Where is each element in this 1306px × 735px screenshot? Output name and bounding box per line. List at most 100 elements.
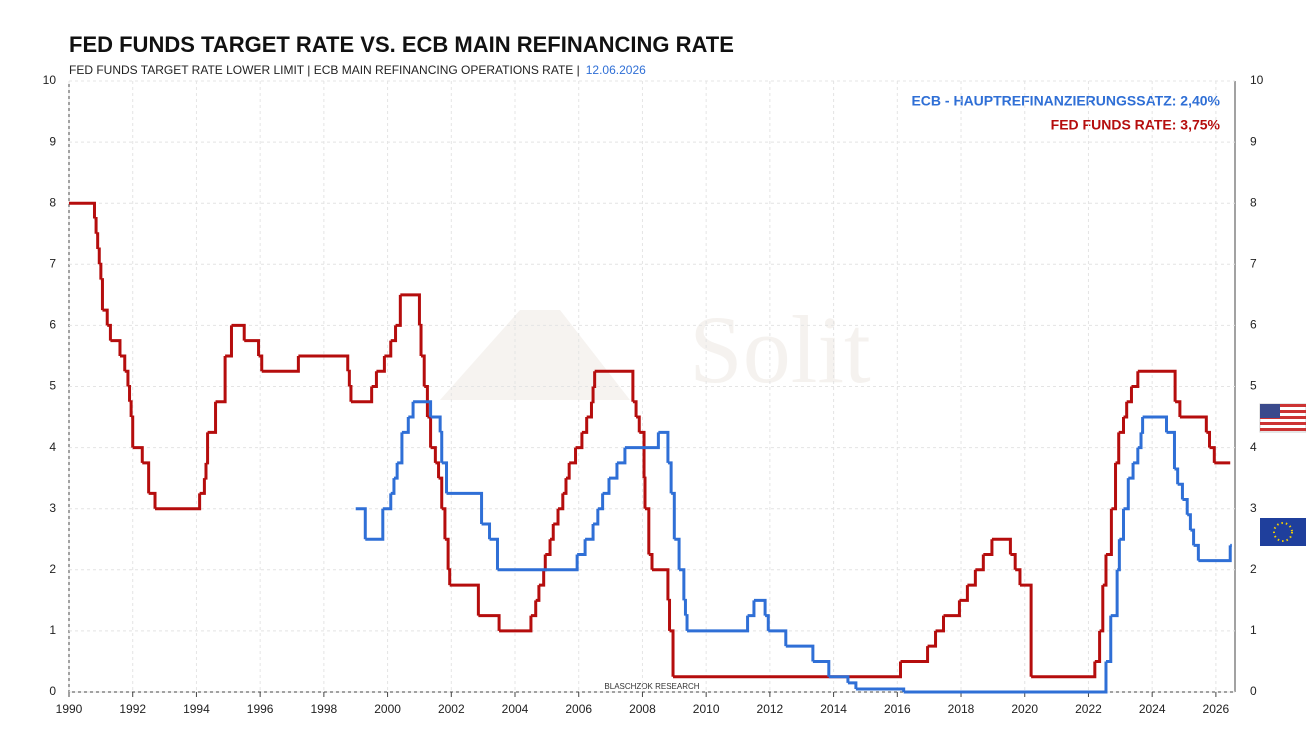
watermark-text: Solit xyxy=(689,296,871,403)
step-segment xyxy=(107,323,112,341)
step-segment xyxy=(94,216,98,234)
step-segment xyxy=(1137,432,1143,450)
step-segment xyxy=(1142,415,1169,433)
step-segment xyxy=(1137,369,1177,402)
step-segment xyxy=(975,554,985,572)
step-segment xyxy=(96,232,100,250)
annotation: ECB - HAUPTREFINANZIERUNGSSATZ: 2,40% xyxy=(911,93,1220,109)
series xyxy=(355,400,1232,694)
step-segment xyxy=(441,461,449,494)
step-segment xyxy=(481,522,492,540)
step-segment xyxy=(244,339,261,356)
step-segment xyxy=(438,476,444,509)
step-segment xyxy=(1177,482,1184,500)
step-segment xyxy=(1187,513,1192,531)
step-segment xyxy=(1094,630,1102,663)
step-segment xyxy=(652,568,670,601)
step-segment xyxy=(1126,386,1133,404)
step-segment xyxy=(132,446,144,463)
y-tick-label: 6 xyxy=(49,318,56,332)
step-segment xyxy=(384,340,393,358)
step-segment xyxy=(1111,462,1118,511)
step-segment xyxy=(903,661,1108,694)
x-tick-label: 1996 xyxy=(247,702,274,716)
source: BLASCHZOK RESEARCH xyxy=(604,682,699,691)
step-segment xyxy=(1102,554,1108,587)
step-segment xyxy=(350,386,374,404)
step-segment xyxy=(207,401,218,434)
step-segment xyxy=(205,432,210,465)
step-segment xyxy=(543,554,547,572)
step-segment xyxy=(1190,528,1196,546)
step-segment xyxy=(298,354,350,372)
step-segment xyxy=(444,537,450,570)
step-segment xyxy=(673,661,902,679)
x-tick-label: 1994 xyxy=(183,702,210,716)
step-segment xyxy=(983,539,994,557)
step-segment xyxy=(1131,371,1140,388)
step-segment xyxy=(687,615,750,633)
step-segment xyxy=(376,355,386,373)
step-segment xyxy=(991,537,1012,555)
eu-flag xyxy=(1260,518,1306,546)
step-segment xyxy=(1118,417,1125,434)
x-tick-label: 2008 xyxy=(629,702,656,716)
step-segment xyxy=(430,446,437,463)
step-segment xyxy=(497,554,579,572)
step-segment xyxy=(1015,568,1022,586)
step-segment xyxy=(643,476,647,509)
x-tick-label: 2018 xyxy=(948,702,975,716)
y-tick-label: 8 xyxy=(49,195,56,209)
step-segment xyxy=(530,600,538,618)
x-tick-label: 2022 xyxy=(1075,702,1102,716)
step-segment xyxy=(616,447,627,465)
step-segment xyxy=(674,537,681,570)
step-segment xyxy=(636,415,641,433)
step-segment xyxy=(119,354,127,372)
chart-title: FED FUNDS TARGET RATE VS. ECB MAIN REFIN… xyxy=(69,32,734,57)
step-segment xyxy=(667,598,672,631)
step-segment xyxy=(393,462,399,480)
step-segment xyxy=(594,369,635,402)
step-segment xyxy=(624,432,660,450)
step-segment xyxy=(768,629,788,647)
step-segment xyxy=(430,415,442,433)
step-segment xyxy=(448,568,452,586)
x-tick-label: 2006 xyxy=(565,702,592,716)
step-segment xyxy=(900,646,930,663)
step-segment xyxy=(365,508,385,541)
series xyxy=(69,201,1231,679)
step-segment xyxy=(441,507,447,540)
step-segment xyxy=(959,585,969,602)
x-tick-label: 2004 xyxy=(502,702,529,716)
step-segment xyxy=(204,462,208,480)
chart-date: 12.06.2026 xyxy=(586,63,646,77)
step-segment xyxy=(847,681,858,689)
x-tick-label: 2012 xyxy=(757,702,784,716)
step-segment xyxy=(1174,467,1180,485)
step-segment xyxy=(231,323,246,341)
step-segment xyxy=(669,629,675,677)
step-segment xyxy=(553,508,560,526)
step-segment xyxy=(129,400,133,418)
step-segment xyxy=(1209,446,1216,463)
y2-tick-label: 7 xyxy=(1250,256,1257,270)
step-segment xyxy=(935,615,945,633)
step-segment xyxy=(658,430,670,463)
step-segment xyxy=(550,523,555,541)
y-tick-label: 10 xyxy=(43,73,57,87)
step-segment xyxy=(390,325,398,343)
step-segment xyxy=(124,369,130,387)
step-segment xyxy=(397,432,404,465)
y2-tick-label: 4 xyxy=(1250,440,1257,454)
y2-tick-label: 6 xyxy=(1250,318,1257,332)
step-segment xyxy=(100,278,104,311)
step-segment xyxy=(99,262,103,280)
step-segment xyxy=(943,600,961,618)
step-segment xyxy=(535,585,541,602)
y-tick-label: 4 xyxy=(49,440,56,454)
annotation: FED FUNDS RATE: 3,75% xyxy=(1051,117,1221,133)
step-segment xyxy=(215,355,227,404)
step-segment xyxy=(1119,508,1125,541)
